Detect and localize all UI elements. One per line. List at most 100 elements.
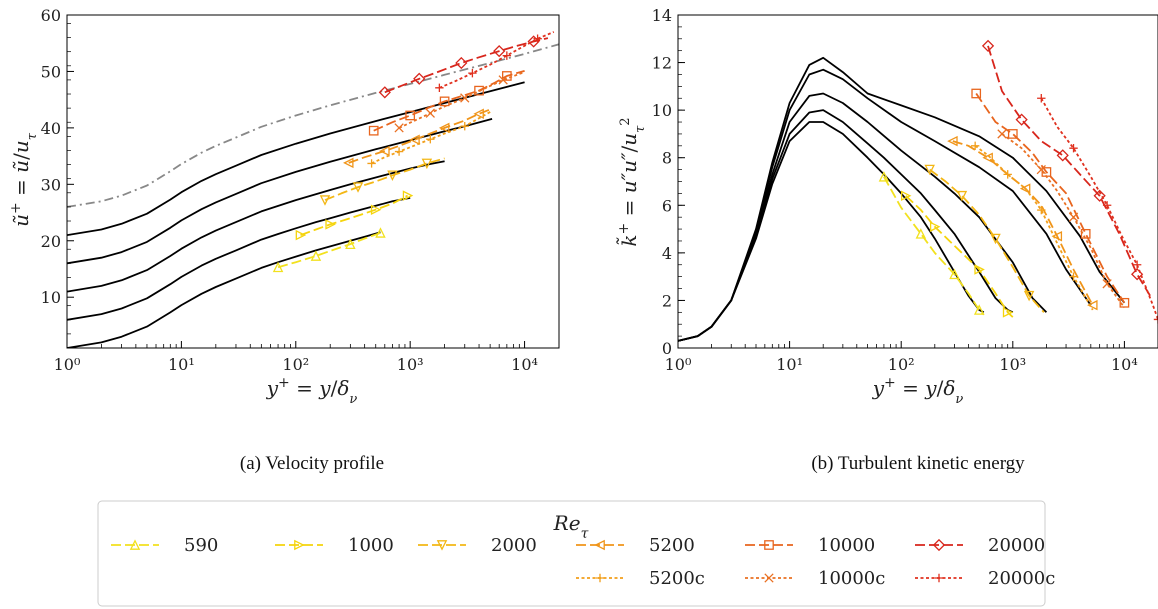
legend-entry-10000c: 10000c (745, 568, 885, 589)
tke-data-point (900, 190, 912, 202)
tke-data-point (1015, 113, 1028, 126)
tke-data-point (1037, 205, 1046, 215)
tke-series-1000 (900, 190, 1014, 318)
velocity-data-point (367, 159, 376, 168)
velocity-series-10000c (394, 71, 525, 133)
tke-y-tick-label: 0 (662, 339, 672, 358)
legend-label: 1000 (348, 535, 394, 556)
tke-series-line (974, 145, 1094, 311)
velocity-series-5200c (367, 110, 493, 168)
legend-marker (764, 540, 774, 550)
velocity-data-point (370, 204, 382, 215)
tke-data-point (1002, 307, 1014, 318)
velocity-y-tick-label: 40 (41, 119, 61, 138)
velocity-series-line (67, 43, 559, 208)
tke-data-point (1102, 279, 1112, 289)
tke-data-point (974, 264, 985, 275)
legend-entry-2000: 2000 (418, 535, 537, 556)
velocity-series-20000c (435, 31, 555, 93)
velocity-ylabel: ũ+ = ũ/uτ (8, 132, 40, 227)
velocity-data-point (438, 122, 450, 134)
velocity-data-point (413, 72, 426, 85)
tke-x-tick-label: 10⁴ (1111, 355, 1138, 374)
velocity-series-10000-reference- (67, 81, 525, 236)
velocity-data-point (295, 229, 307, 241)
tke-series-10000 (971, 88, 1130, 308)
tke-data-point (956, 190, 968, 202)
legend-entry-1000: 1000 (275, 535, 394, 556)
velocity-series-line (67, 231, 381, 348)
tke-data-point (1007, 129, 1018, 139)
velocity-series-590-reference- (67, 231, 381, 348)
legend-entry-20000: 20000 (915, 535, 1045, 556)
tke-y-tick-label: 4 (662, 244, 672, 263)
legend-marker (595, 573, 605, 583)
tke-data-point (1102, 201, 1112, 210)
tke-data-point (1019, 183, 1031, 194)
velocity-data-point (421, 158, 433, 170)
tke-data-point (1087, 299, 1098, 311)
velocity-data-point (379, 145, 390, 157)
legend-entry-10000: 10000 (745, 535, 875, 556)
velocity-series-line (348, 107, 493, 164)
velocity-x-tick-label: 10³ (397, 355, 424, 374)
velocity-data-point (468, 68, 477, 78)
velocity-axes-frame (66, 14, 560, 349)
velocity-series-line (300, 194, 409, 236)
velocity-plot-area (67, 31, 559, 348)
tke-series-line (883, 176, 985, 316)
tke-series-2000-reference- (678, 92, 1048, 342)
velocity-series-2000-reference- (67, 160, 445, 293)
velocity-data-point (352, 182, 364, 193)
velocity-data-point (435, 83, 444, 93)
legend-marker (436, 540, 448, 551)
velocity-y-tick-label: 50 (41, 62, 61, 81)
velocity-series-20000 (378, 35, 549, 99)
tke-series-line (678, 56, 1126, 342)
velocity-x-tick-label: 10² (282, 355, 309, 374)
tke-series-line (975, 92, 1126, 304)
tke-data-point (1080, 228, 1091, 239)
velocity-data-point (409, 134, 420, 145)
tke-y-tick-label: 14 (652, 6, 672, 25)
legend-label: 20000c (988, 568, 1055, 589)
velocity-series-line (371, 110, 493, 165)
tke-data-point (878, 171, 890, 182)
tke-caption: (b) Turbulent kinetic energy (811, 453, 1025, 474)
tke-series-line (678, 92, 1048, 342)
velocity-data-point (460, 121, 469, 131)
velocity-data-point (493, 45, 506, 58)
velocity-data-point (375, 227, 386, 238)
velocity-data-point (319, 195, 331, 206)
legend-label: 5200 (649, 535, 695, 556)
tke-data-point (915, 228, 927, 239)
tke-data-point (1119, 297, 1130, 308)
velocity-series-590 (272, 227, 386, 273)
velocity-profile-panel: 10⁰ 10¹ 10² 10³ 10⁴ 10 20 30 40 50 60 (41, 6, 560, 374)
legend-marker (932, 538, 946, 552)
velocity-data-point (310, 250, 322, 261)
tke-panel: 10⁰ 10¹ 10² 10³ 10⁴ 0 2 4 6 8 10 12 14 (652, 6, 1158, 374)
velocity-series-1000 (295, 190, 414, 241)
tke-series-line (987, 45, 1151, 297)
tke-data-point (1003, 170, 1012, 179)
tke-series-1000-reference- (678, 109, 1014, 342)
tke-series-line (1001, 133, 1126, 309)
velocity-x-tick-label: 10¹ (168, 355, 195, 374)
velocity-series-line (277, 232, 381, 269)
velocity-series-line (384, 37, 549, 94)
velocity-y-tick-label: 20 (41, 232, 61, 251)
legend-label: 2000 (491, 535, 537, 556)
legend-label: 10000c (818, 568, 885, 589)
tke-data-point (1069, 144, 1078, 153)
velocity-data-point (473, 108, 484, 120)
tke-data-point (1132, 260, 1142, 269)
velocity-data-point (426, 134, 435, 144)
velocity-data-point (502, 51, 512, 60)
tke-ylabel: k̃+ = u″u″/uτ2 (615, 117, 648, 246)
velocity-series-line (67, 160, 445, 293)
tke-y-tick-label: 10 (652, 101, 672, 120)
tke-data-point (1036, 164, 1046, 175)
tke-data-point (1056, 149, 1069, 162)
